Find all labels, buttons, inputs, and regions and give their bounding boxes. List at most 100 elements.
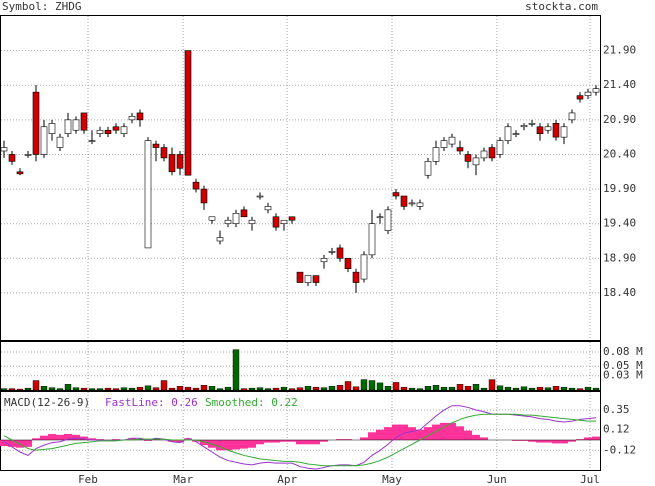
volume-bar xyxy=(472,384,480,391)
candle-body xyxy=(472,157,480,166)
histogram-bar xyxy=(32,438,40,440)
y-tick-label: 0.03 M xyxy=(603,369,643,382)
candle-body xyxy=(288,216,296,221)
volume-bar xyxy=(272,387,280,391)
candle-body xyxy=(432,147,440,162)
volume-bar xyxy=(560,386,568,391)
histogram-bar xyxy=(128,438,136,440)
candle-body xyxy=(64,119,72,134)
histogram-bar xyxy=(440,422,448,440)
histogram-bar xyxy=(592,436,600,440)
volume-bar xyxy=(552,385,560,391)
histogram-bar xyxy=(80,436,88,440)
candle-body xyxy=(200,188,208,204)
volume-bar xyxy=(408,387,416,391)
candle-body xyxy=(248,219,256,224)
price-panel xyxy=(0,15,601,341)
candle-body xyxy=(152,143,160,148)
y-tick-label: 21.90 xyxy=(603,44,636,57)
volume-bar xyxy=(64,384,72,391)
macd-title: MACD(12-26-9) xyxy=(4,396,90,409)
histogram-bar xyxy=(456,426,464,440)
y-tick-label: 0.12 xyxy=(603,423,630,436)
histogram-bar xyxy=(400,424,408,440)
candle-body xyxy=(576,95,584,100)
volume-bar xyxy=(8,388,16,391)
x-tick-label: Jul xyxy=(580,473,600,486)
candle-body xyxy=(208,216,216,221)
volume-bar xyxy=(120,387,128,391)
volume-bar xyxy=(280,386,288,391)
volume-bar xyxy=(312,386,320,391)
candle-body xyxy=(560,126,568,138)
histogram-bar xyxy=(264,440,272,443)
volume-bar xyxy=(72,387,80,391)
candle-body xyxy=(264,206,272,211)
volume-bar xyxy=(456,384,464,391)
y-tick-label: 0.05 M xyxy=(603,359,643,372)
candle-body xyxy=(448,136,456,145)
volume-bar xyxy=(256,387,264,391)
volume-bar xyxy=(320,387,328,391)
volume-bar xyxy=(544,387,552,391)
candle-body xyxy=(72,119,80,131)
symbol: Symbol: ZHDG xyxy=(2,0,81,13)
histogram-bar xyxy=(176,440,184,443)
x-tick-label: Apr xyxy=(277,473,297,486)
volume-bar xyxy=(48,387,56,391)
histogram-bar xyxy=(376,429,384,440)
volume-bar xyxy=(360,379,368,391)
volume-bar xyxy=(152,387,160,391)
candle-body xyxy=(296,271,304,283)
volume-bar xyxy=(296,387,304,391)
histogram-bar xyxy=(280,440,288,442)
x-tick-label: Feb xyxy=(78,473,98,486)
candle-body xyxy=(48,123,56,134)
histogram-bar xyxy=(272,440,280,443)
histogram-bar xyxy=(56,434,64,440)
volume-bar xyxy=(400,386,408,391)
candle-body xyxy=(224,219,232,224)
volume-bar xyxy=(480,387,488,391)
y-tick-label: 18.40 xyxy=(603,286,636,299)
candle-body xyxy=(192,181,200,190)
volume-bar xyxy=(96,388,104,391)
histogram-bar xyxy=(344,439,352,440)
candle-body xyxy=(128,116,136,121)
legend-smooth: Smoothed: 0.22 xyxy=(205,396,298,409)
candle-body xyxy=(544,126,552,131)
macd-panel xyxy=(0,391,601,471)
histogram-bar xyxy=(368,432,376,440)
candle-body xyxy=(504,126,512,141)
histogram-bar xyxy=(576,439,584,440)
volume-bar xyxy=(128,387,136,391)
volume-bar xyxy=(288,388,296,391)
volume-bar xyxy=(536,386,544,391)
volume-bar xyxy=(568,387,576,391)
candle-body xyxy=(552,123,560,138)
volume-bar xyxy=(464,385,472,391)
histogram-bar xyxy=(200,440,208,446)
volume-bar xyxy=(584,386,592,391)
histogram-bar xyxy=(448,422,456,440)
y-tick-label: 0.35 xyxy=(603,403,630,416)
histogram-bar xyxy=(536,440,544,443)
volume-panel xyxy=(0,341,601,391)
y-tick-label: 19.90 xyxy=(603,182,636,195)
volume-bar xyxy=(216,388,224,391)
candle-body xyxy=(160,147,168,159)
volume-bar xyxy=(352,386,360,391)
histogram-bar xyxy=(232,440,240,450)
candle-body xyxy=(280,219,288,224)
y-tick-label: 21.40 xyxy=(603,78,636,91)
volume-bar xyxy=(496,385,504,391)
volume-bar xyxy=(512,387,520,391)
candle-body xyxy=(392,192,400,197)
volume-bar xyxy=(576,388,584,391)
volume-bar xyxy=(432,385,440,391)
volume-bar xyxy=(56,388,64,391)
volume-bar xyxy=(376,382,384,391)
candle-body xyxy=(16,171,24,175)
y-tick-label: 19.40 xyxy=(603,217,636,230)
